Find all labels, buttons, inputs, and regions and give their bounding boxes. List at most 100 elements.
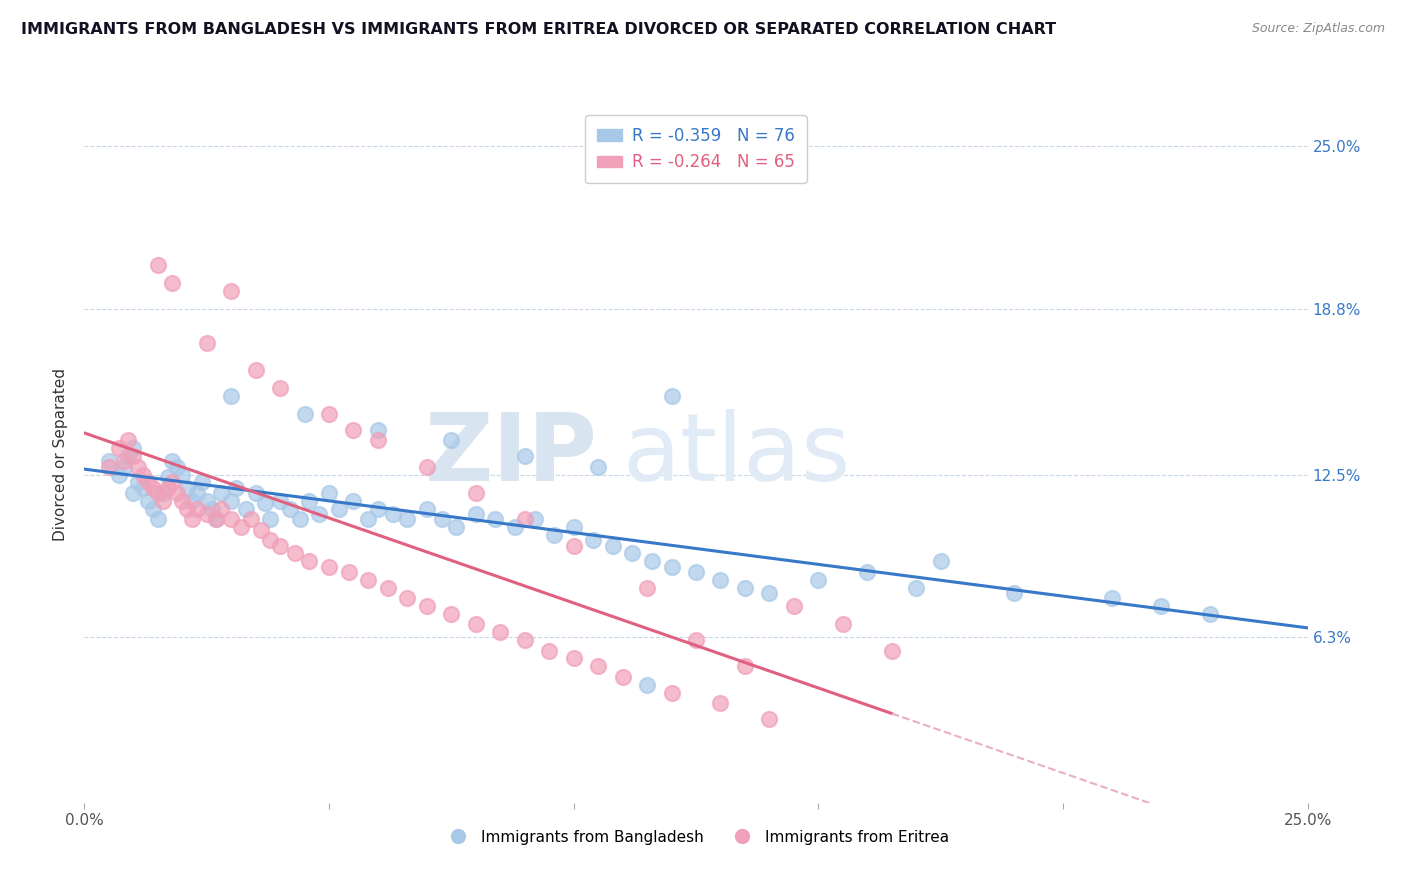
Point [1150, 599, 1173, 613]
Point [367, 501, 389, 516]
Point [357, 512, 380, 526]
Point [278, 501, 301, 516]
Point [166, 486, 188, 500]
Point [381, 507, 404, 521]
Point [484, 512, 506, 526]
Point [416, 459, 439, 474]
Point [709, 696, 731, 710]
Text: ZIP: ZIP [425, 409, 598, 501]
Point [621, 546, 644, 560]
Point [734, 581, 756, 595]
Point [284, 546, 307, 560]
Point [430, 512, 453, 526]
Point [146, 258, 169, 272]
Point [586, 459, 609, 474]
Point [685, 565, 707, 579]
Point [661, 685, 683, 699]
Point [357, 573, 380, 587]
Point [612, 670, 634, 684]
Point [880, 643, 903, 657]
Point [117, 449, 139, 463]
Point [562, 651, 585, 665]
Point [195, 507, 218, 521]
Point [318, 407, 340, 421]
Point [195, 494, 218, 508]
Point [464, 486, 486, 500]
Point [342, 494, 364, 508]
Point [586, 659, 609, 673]
Point [172, 467, 194, 482]
Point [464, 507, 486, 521]
Point [641, 554, 664, 568]
Point [337, 565, 360, 579]
Point [209, 486, 232, 500]
Point [245, 486, 267, 500]
Point [122, 486, 145, 500]
Point [219, 389, 242, 403]
Point [219, 284, 242, 298]
Point [269, 494, 291, 508]
Point [162, 475, 184, 490]
Point [377, 581, 399, 595]
Point [308, 507, 330, 521]
Point [905, 581, 928, 595]
Point [146, 512, 169, 526]
Point [259, 533, 281, 548]
Point [298, 554, 321, 568]
Point [136, 494, 159, 508]
Point [636, 678, 658, 692]
Point [523, 512, 546, 526]
Point [127, 459, 149, 474]
Point [318, 486, 340, 500]
Point [464, 617, 486, 632]
Point [831, 617, 853, 632]
Point [685, 633, 707, 648]
Point [162, 276, 184, 290]
Point [758, 712, 780, 726]
Point [661, 559, 683, 574]
Point [176, 501, 198, 516]
Point [288, 512, 311, 526]
Point [259, 512, 281, 526]
Text: atlas: atlas [623, 409, 851, 501]
Point [132, 481, 155, 495]
Point [136, 475, 159, 490]
Point [172, 494, 194, 508]
Point [1198, 607, 1220, 621]
Point [367, 423, 389, 437]
Point [734, 659, 756, 673]
Point [709, 573, 731, 587]
Point [117, 434, 139, 448]
Point [440, 607, 463, 621]
Point [661, 389, 683, 403]
Point [229, 520, 252, 534]
Point [367, 434, 389, 448]
Point [758, 586, 780, 600]
Point [342, 423, 364, 437]
Point [112, 454, 135, 468]
Point [328, 501, 350, 516]
Point [200, 501, 222, 516]
Point [142, 481, 165, 495]
Point [396, 591, 419, 605]
Point [146, 486, 169, 500]
Point [181, 512, 204, 526]
Point [186, 486, 208, 500]
Point [440, 434, 463, 448]
Point [225, 481, 247, 495]
Point [254, 496, 277, 510]
Text: IMMIGRANTS FROM BANGLADESH VS IMMIGRANTS FROM ERITREA DIVORCED OR SEPARATED CORR: IMMIGRANTS FROM BANGLADESH VS IMMIGRANTS… [21, 22, 1056, 37]
Point [97, 454, 120, 468]
Point [269, 381, 291, 395]
Point [152, 486, 174, 500]
Point [176, 481, 198, 495]
Point [929, 554, 952, 568]
Point [127, 475, 149, 490]
Point [562, 539, 585, 553]
Point [97, 459, 120, 474]
Point [112, 459, 135, 474]
Point [444, 520, 467, 534]
Point [489, 625, 512, 640]
Point [186, 501, 208, 516]
Point [107, 467, 129, 482]
